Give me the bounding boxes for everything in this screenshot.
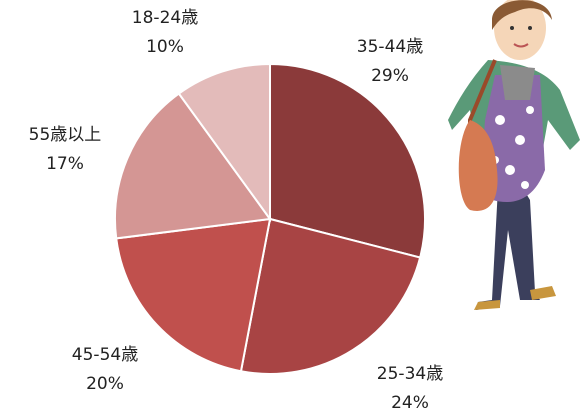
slice-value: 17%: [46, 154, 84, 174]
chart: 35-44歳 29% 25-34歳 24% 45-54歳 20% 55歳以上 17% 18-24…: [0, 0, 588, 414]
slice-label: 45-54歳: [72, 345, 138, 365]
slice-value: 29%: [371, 66, 409, 86]
slice-value: 20%: [86, 374, 124, 394]
illustration: [448, 0, 580, 310]
slice-label: 25-34歳: [377, 364, 443, 384]
slice-label: 18-24歳: [132, 8, 198, 28]
slice-value: 10%: [146, 37, 184, 57]
slice-value: 24%: [391, 393, 429, 413]
slice-label: 55歳以上: [29, 125, 102, 145]
pie: 35-44歳 29% 25-34歳 24% 45-54歳 20% 55歳以上 17% 18-24…: [29, 8, 444, 413]
slice-label: 35-44歳: [357, 37, 423, 57]
